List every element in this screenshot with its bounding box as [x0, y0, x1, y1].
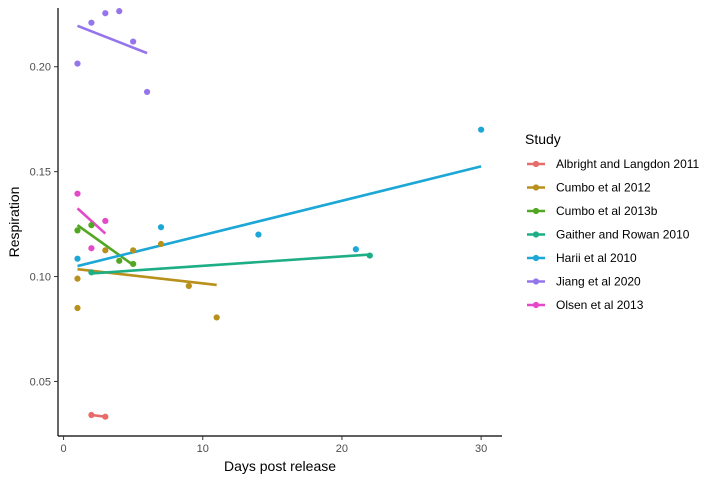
data-point: [130, 247, 137, 254]
fit-line: [91, 253, 370, 275]
legend-label: Cumbo et al 2013b: [556, 204, 658, 218]
data-point: [102, 247, 109, 254]
data-point: [116, 257, 123, 264]
x-tick-label: 20: [336, 443, 348, 455]
legend-label: Harii et al 2010: [556, 251, 637, 265]
data-points: [74, 8, 485, 420]
data-point: [185, 282, 192, 290]
legend-point-key: [532, 278, 540, 285]
legend-item: Albright and Langdon 2011: [527, 157, 700, 171]
data-point: [255, 231, 262, 238]
legend-point-key: [532, 184, 540, 191]
data-point: [88, 411, 95, 419]
fit-line: [77, 24, 148, 55]
legend-label: Gaither and Rowan 2010: [556, 228, 690, 242]
legend-point-key: [532, 207, 540, 215]
data-point: [74, 275, 81, 282]
data-point: [157, 240, 165, 248]
data-point: [88, 245, 95, 252]
data-point: [88, 19, 95, 26]
data-point: [366, 252, 373, 259]
data-point: [74, 304, 81, 312]
legend-point-key: [532, 160, 540, 168]
legend-point-key: [532, 254, 540, 262]
data-point: [130, 260, 137, 268]
x-tick-label: 10: [197, 443, 209, 455]
y-tick-label: 0.20: [30, 62, 51, 74]
data-point: [102, 413, 109, 420]
legend-label: Olsen et al 2013: [556, 298, 644, 312]
data-point: [88, 222, 95, 229]
y-tick-label: 0.15: [30, 167, 51, 179]
fit-line: [76, 224, 134, 267]
x-axis-title: Days post release: [224, 458, 336, 474]
legend-label: Jiang et al 2020: [556, 275, 641, 289]
y-axis-title: Respiration: [6, 187, 22, 258]
fit-line: [77, 267, 217, 287]
legend: Study Albright and Langdon 2011 Cumbo et …: [525, 131, 700, 312]
x-axis-ticks: 0 10 20 30: [61, 436, 487, 455]
legend-point-key: [532, 301, 540, 309]
data-point: [213, 314, 220, 321]
legend-point-key: [532, 231, 540, 238]
data-point: [130, 38, 137, 45]
legend-item: Gaither and Rowan 2010: [527, 228, 690, 242]
fit-line: [76, 207, 107, 235]
plot-area: [74, 8, 485, 420]
legend-item: Jiang et al 2020: [527, 275, 641, 289]
fit-lines: [76, 24, 482, 418]
legend-items: Albright and Langdon 2011 Cumbo et al 201…: [527, 157, 700, 312]
legend-title: Study: [525, 131, 561, 147]
x-tick-label: 0: [61, 443, 67, 455]
legend-item: Cumbo et al 2012: [527, 181, 651, 195]
y-axis-ticks: 0.05 0.10 0.15 0.20: [30, 62, 58, 388]
data-point: [478, 126, 485, 133]
data-point: [102, 10, 109, 17]
data-point: [74, 255, 81, 262]
y-tick-label: 0.05: [30, 376, 51, 388]
x-tick-label: 30: [475, 443, 487, 455]
legend-label: Albright and Langdon 2011: [556, 157, 700, 171]
data-point: [143, 88, 151, 96]
y-tick-label: 0.10: [30, 272, 51, 284]
data-point: [74, 227, 81, 234]
legend-label: Cumbo et al 2012: [556, 181, 651, 195]
data-point: [88, 269, 95, 276]
data-point: [74, 60, 81, 67]
data-point: [352, 246, 359, 253]
fit-line: [77, 165, 482, 268]
legend-item: Olsen et al 2013: [527, 298, 644, 312]
data-point: [116, 8, 123, 15]
data-point: [157, 224, 165, 231]
legend-item: Harii et al 2010: [527, 251, 637, 265]
legend-item: Cumbo et al 2013b: [527, 204, 658, 218]
data-point: [74, 190, 81, 197]
data-point: [102, 217, 109, 225]
